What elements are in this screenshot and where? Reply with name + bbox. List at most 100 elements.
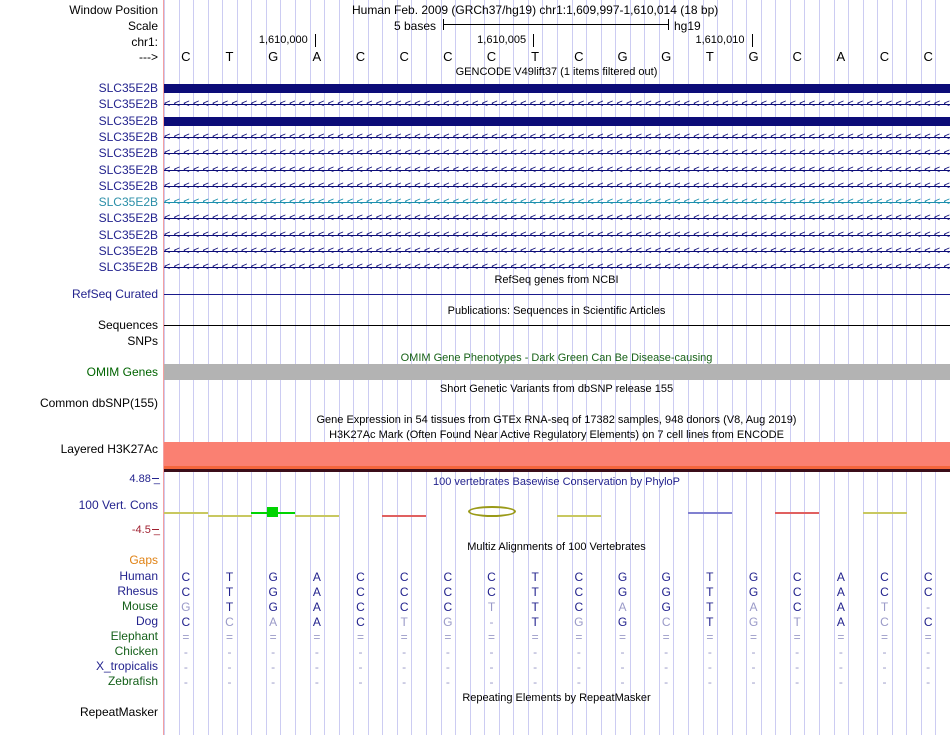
species-label-zebrafish[interactable]: Zebrafish	[107, 674, 158, 688]
gene-label-slc35e2b[interactable]: SLC35E2B	[98, 178, 158, 193]
gtex-track-title: Gene Expression in 54 tissues from GTEx …	[316, 414, 797, 426]
species-label-rhesus[interactable]: Rhesus	[117, 584, 158, 598]
sequences-feature[interactable]	[164, 325, 950, 326]
alignment-base: A	[312, 585, 321, 599]
gene-label-slc35e2b[interactable]: SLC35E2B	[98, 97, 158, 112]
alignment-base: =	[837, 630, 845, 644]
alignment-base: -	[620, 645, 625, 659]
alignment-base: T	[706, 585, 714, 599]
alignment-base: -	[795, 675, 800, 689]
window-position-value: Human Feb. 2009 (GRCh37/hg19) chr1:1,609…	[352, 3, 719, 17]
snps-label[interactable]: SNPs	[127, 334, 158, 348]
conservation-bar[interactable]	[862, 512, 907, 514]
omim-genes-label[interactable]: OMIM Genes	[86, 365, 158, 379]
data-pane-left-border	[163, 0, 164, 735]
alignment-base: -	[227, 645, 232, 659]
sequences-label[interactable]: Sequences	[97, 318, 158, 332]
alignment-base: -	[751, 660, 756, 674]
gene-label-slc35e2b[interactable]: SLC35E2B	[98, 260, 158, 275]
gene-label-slc35e2b[interactable]: SLC35E2B	[98, 195, 158, 210]
alignment-base: -	[576, 675, 581, 689]
gene-strand-arrows-icon: <<<<<<<<<<<<<<<<<<<<<<<<<<<<<<<<<<<<<<<<…	[164, 163, 950, 176]
gencode-track-title: GENCODE V49lift37 (1 items filtered out)	[455, 66, 658, 78]
species-label-dog[interactable]: Dog	[135, 614, 158, 628]
alignment-base: -	[183, 645, 188, 659]
conservation-bar[interactable]	[556, 515, 601, 517]
alignment-base: -	[271, 660, 276, 674]
conservation-bar[interactable]	[467, 506, 516, 517]
gene-strand-arrows-icon: <<<<<<<<<<<<<<<<<<<<<<<<<<<<<<<<<<<<<<<<…	[164, 147, 950, 160]
alignment-base: C	[443, 585, 453, 599]
sequence-base: C	[399, 49, 409, 64]
alignment-base: -	[795, 645, 800, 659]
conservation-bar[interactable]	[687, 512, 732, 514]
alignment-base: G	[181, 600, 191, 614]
alignment-base: -	[358, 660, 363, 674]
alignment-base: G	[748, 615, 759, 629]
phylop-track-title: 100 vertebrates Basewise Conservation by…	[432, 476, 681, 488]
alignment-base: -	[314, 645, 319, 659]
gene-strand-arrows-icon: <<<<<<<<<<<<<<<<<<<<<<<<<<<<<<<<<<<<<<<<…	[164, 261, 950, 274]
alignment-base: C	[792, 570, 802, 584]
conservation-bar[interactable]	[294, 515, 339, 517]
conservation-axis-tick	[152, 478, 159, 479]
scale-ruler-bar	[443, 19, 669, 31]
species-label-human[interactable]: Human	[119, 569, 158, 583]
gaps-label[interactable]: Gaps	[129, 553, 158, 567]
species-label-x_tropicalis[interactable]: X_tropicalis	[95, 659, 158, 673]
alignment-base: T	[706, 600, 714, 614]
alignment-base: C	[923, 570, 933, 584]
alignment-base: =	[400, 630, 408, 644]
gene-exon-block[interactable]	[164, 84, 950, 93]
conservation-track-label[interactable]: 100 Vert. Cons	[78, 498, 158, 512]
alignment-base: -	[926, 645, 931, 659]
sequence-base: C	[879, 49, 890, 64]
gene-strand-arrows-icon: <<<<<<<<<<<<<<<<<<<<<<<<<<<<<<<<<<<<<<<<…	[164, 212, 950, 225]
refseq-curated-label[interactable]: RefSeq Curated	[71, 287, 158, 301]
alignment-base: -	[489, 615, 494, 629]
alignment-base: T	[487, 600, 496, 614]
alignment-base: -	[664, 675, 669, 689]
gene-label-slc35e2b[interactable]: SLC35E2B	[98, 146, 158, 161]
alignment-base: -	[271, 675, 276, 689]
conservation-bar[interactable]	[207, 515, 252, 517]
gene-exon-block[interactable]	[164, 116, 950, 126]
alignment-base: -	[402, 645, 407, 659]
gene-label-slc35e2b[interactable]: SLC35E2B	[98, 129, 158, 144]
chromosome-label: chr1:	[131, 35, 158, 49]
alignment-base: C	[443, 600, 453, 614]
conservation-bar-highlight[interactable]	[267, 507, 279, 517]
species-label-elephant[interactable]: Elephant	[110, 629, 158, 643]
gene-label-slc35e2b[interactable]: SLC35E2B	[98, 211, 158, 226]
gene-label-slc35e2b[interactable]: SLC35E2B	[98, 81, 158, 95]
gene-label-slc35e2b[interactable]: SLC35E2B	[98, 227, 158, 242]
alignment-base: T	[531, 585, 539, 599]
alignment-base: -	[183, 675, 188, 689]
layered-h3k27ac-label[interactable]: Layered H3K27Ac	[60, 442, 158, 456]
alignment-base: -	[620, 660, 625, 674]
gene-strand-arrows-icon: <<<<<<<<<<<<<<<<<<<<<<<<<<<<<<<<<<<<<<<<…	[164, 179, 950, 192]
gene-label-slc35e2b[interactable]: SLC35E2B	[98, 162, 158, 177]
alignment-base: -	[664, 645, 669, 659]
species-label-chicken[interactable]: Chicken	[114, 644, 158, 658]
h3k27ac-signal-band[interactable]	[164, 442, 950, 472]
sequence-base: C	[792, 49, 802, 64]
conservation-bar[interactable]	[163, 512, 208, 514]
gene-label-slc35e2b[interactable]: SLC35E2B	[98, 113, 158, 128]
alignment-base: C	[574, 570, 584, 584]
omim-gene-band[interactable]	[164, 364, 950, 380]
alignment-base: C	[880, 585, 889, 599]
common-dbsnp-label[interactable]: Common dbSNP(155)	[39, 396, 158, 410]
conservation-bar[interactable]	[382, 515, 427, 517]
publications-track-title: Publications: Sequences in Scientific Ar…	[447, 305, 666, 317]
repeatmasker-label[interactable]: RepeatMasker	[79, 705, 158, 719]
species-label-mouse[interactable]: Mouse	[121, 599, 158, 613]
alignment-base: -	[707, 675, 712, 689]
alignment-base: -	[838, 675, 843, 689]
conservation-bar[interactable]	[775, 512, 820, 514]
gene-label-slc35e2b[interactable]: SLC35E2B	[98, 244, 158, 258]
alignment-base: =	[575, 630, 583, 644]
refseq-track-title: RefSeq genes from NCBI	[494, 274, 619, 286]
refseq-curated-feature[interactable]	[164, 294, 950, 295]
alignment-base: G	[617, 615, 628, 629]
